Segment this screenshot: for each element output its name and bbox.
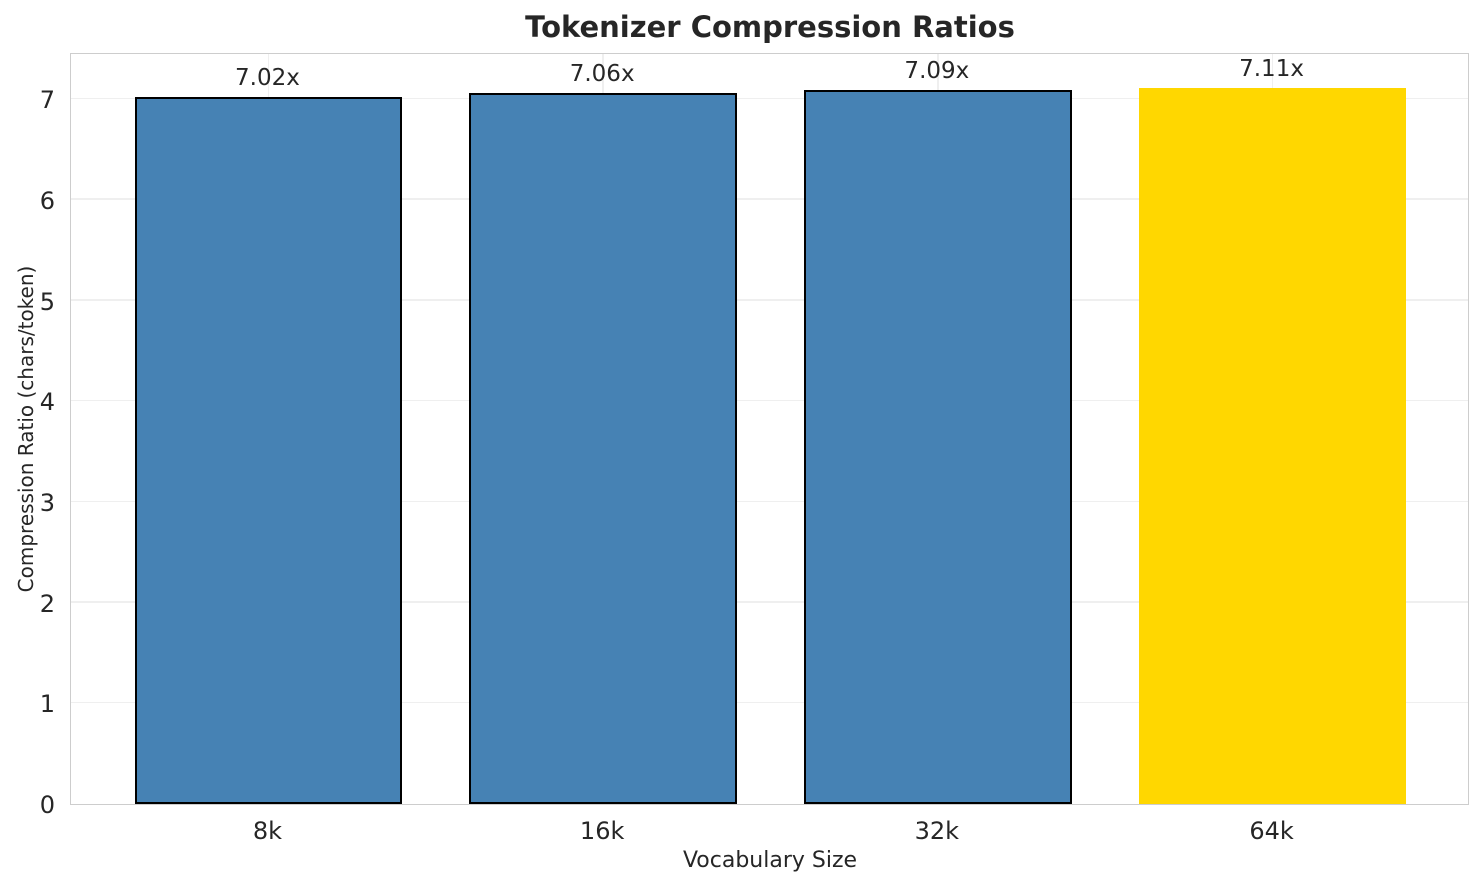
y-gridline-2 xyxy=(71,601,1468,603)
bar-64k xyxy=(1138,88,1407,804)
x-tick-label-16k: 16k xyxy=(579,817,625,845)
chart-title: Tokenizer Compression Ratios xyxy=(525,10,1015,44)
bar-32k xyxy=(803,90,1072,804)
y-gridline-5 xyxy=(71,299,1468,301)
bar-value-label-8k: 7.02x xyxy=(235,65,300,92)
y-tick-label-2: 2 xyxy=(39,589,55,618)
y-gridline-4 xyxy=(71,399,1468,402)
y-tick-label-4: 4 xyxy=(39,388,55,417)
bar-value-label-64k: 7.11x xyxy=(1239,56,1304,83)
y-gridline-6 xyxy=(71,198,1468,200)
plot-area xyxy=(70,53,1469,805)
y-gridline-3 xyxy=(71,500,1468,502)
y-tick-label-3: 3 xyxy=(39,488,55,517)
y-tick-label-5: 5 xyxy=(39,287,55,316)
y-tick-label-0: 0 xyxy=(39,791,55,819)
bar-16k xyxy=(469,93,738,804)
y-tick-label-6: 6 xyxy=(39,186,55,215)
y-tick-label-7: 7 xyxy=(39,86,55,115)
bar-value-label-16k: 7.06x xyxy=(569,61,635,88)
bar-value-label-32k: 7.09x xyxy=(904,58,970,85)
y-gridline-1 xyxy=(71,701,1468,704)
y-tick-label-1: 1 xyxy=(39,690,55,719)
x-tick-label-8k: 8k xyxy=(252,817,283,845)
x-axis-label: Vocabulary Size xyxy=(682,848,858,873)
x-tick-label-32k: 32k xyxy=(914,817,960,845)
y-gridline-7 xyxy=(71,97,1468,100)
bar-8k xyxy=(134,97,403,804)
x-tick-label-64k: 64k xyxy=(1249,817,1294,845)
